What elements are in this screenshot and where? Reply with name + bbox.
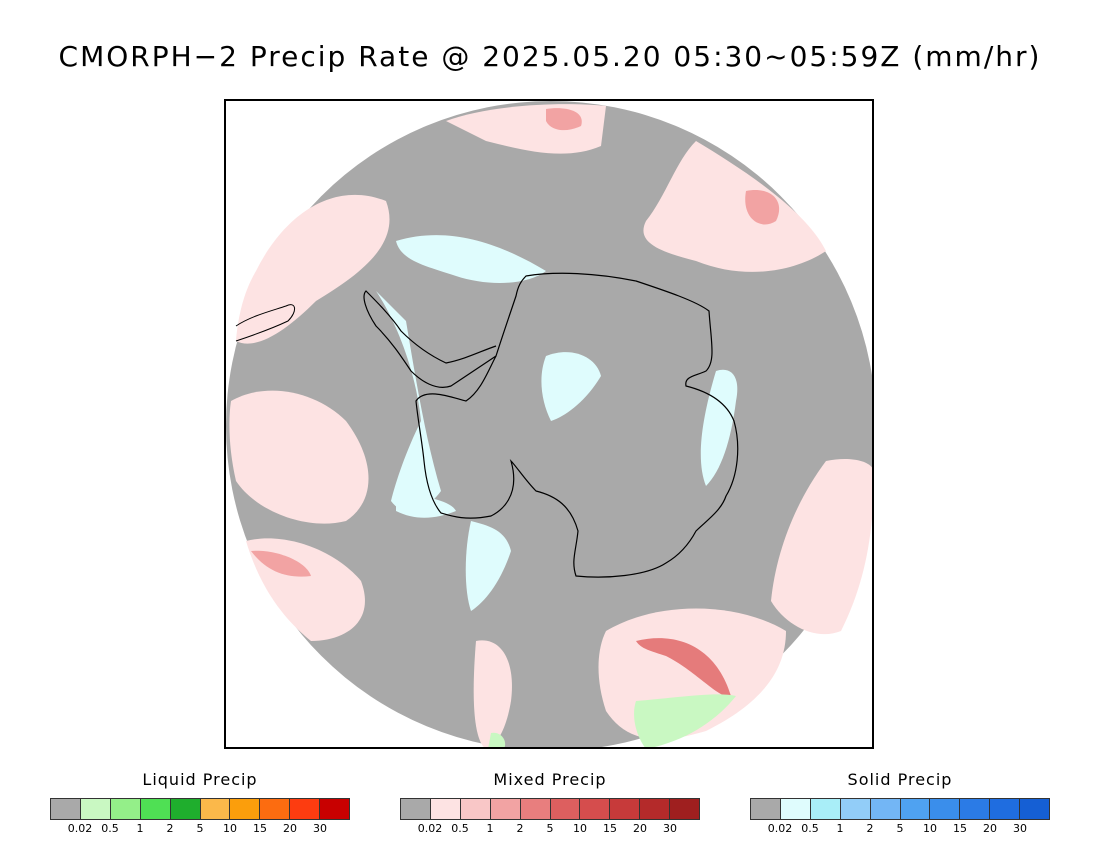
legend-swatch [260,799,291,819]
mixed-precip-area-south [473,640,512,747]
legend-swatch [870,799,901,819]
legend-swatch [670,799,700,819]
legend-swatch [550,799,581,819]
mixed-precip-area-southwest-peak [251,550,311,577]
polar-map [226,101,872,747]
legend-mixed: Mixed Precip 0.02 0.5 1 2 5 10 15 20 30 [400,770,700,838]
legend-swatch [200,799,231,819]
legend-swatch [430,799,461,819]
solid-precip-area-north [396,235,546,283]
map-panel [224,99,874,749]
legend-tick-label: 15 [603,822,617,835]
legend-tick-label: 0.5 [451,822,469,835]
mixed-precip-area-northeast-peak [745,190,780,225]
antarctica-coastline [415,272,739,578]
legend-tick-label: 1 [486,822,494,835]
mixed-precip-area-east [771,459,872,635]
legend-swatch [1020,799,1050,819]
legend-tick-label: 5 [546,822,554,835]
legend-tick-label: 15 [953,822,967,835]
solid-precip-area-interior [541,352,601,421]
legend-bar-solid [750,798,1050,820]
legend-swatch [51,799,81,819]
legend-tick-label: 5 [896,822,904,835]
legend-tick-label: 10 [923,822,937,835]
legend-tick-label: 0.02 [417,822,443,835]
solid-precip-area-west-coast [376,291,441,512]
legend-swatch [230,799,261,819]
legend-swatch [320,799,350,819]
legend-swatch [580,799,611,819]
mixed-precip-area-northeast [643,141,826,272]
legend-swatch [930,799,961,819]
legend-tick-label: 10 [223,822,237,835]
legend-title-solid: Solid Precip [847,770,953,789]
legend-tick-label: 15 [253,822,267,835]
legend-tick-label: 1 [836,822,844,835]
legend-swatch [610,799,641,819]
solid-precip-area-east-coast [700,369,738,486]
legend-swatch [80,799,111,819]
legend-tick-label: 0.5 [801,822,819,835]
legend-swatch [490,799,521,819]
legend-ticks-liquid: 0.02 0.5 1 2 5 10 15 20 30 [50,822,350,838]
legend-tick-label: 0.5 [101,822,119,835]
solid-precip-area-south [465,521,511,611]
legend-tick-label: 20 [983,822,997,835]
south-america-tip [235,304,295,342]
legend-swatch [170,799,201,819]
legend-solid: Solid Precip 0.02 0.5 1 2 5 10 15 20 30 [750,770,1050,838]
legend-swatch [960,799,991,819]
legend-tick-label: 20 [633,822,647,835]
legend-swatch [140,799,171,819]
legend-swatch [460,799,491,819]
legend-swatch [780,799,811,819]
legend-ticks-solid: 0.02 0.5 1 2 5 10 15 20 30 [750,822,1050,838]
legend-tick-label: 0.02 [67,822,93,835]
legend-swatch [810,799,841,819]
legend-liquid: Liquid Precip 0.02 0.5 1 2 5 10 15 20 30 [50,770,350,838]
legend-tick-label: 2 [866,822,874,835]
legend-tick-label: 2 [516,822,524,835]
legend-ticks-mixed: 0.02 0.5 1 2 5 10 15 20 30 [400,822,700,838]
legend-tick-label: 30 [1013,822,1027,835]
legend-swatch [990,799,1021,819]
legend-tick-label: 30 [663,822,677,835]
legend-bar-liquid [50,798,350,820]
mixed-precip-area-north-peak [546,108,582,131]
legend-tick-label: 5 [196,822,204,835]
legend-swatch [290,799,321,819]
legend-tick-label: 20 [283,822,297,835]
legend-tick-label: 1 [136,822,144,835]
legend-tick-label: 2 [166,822,174,835]
legend-swatch [840,799,871,819]
mixed-precip-area-southeast-peak [636,638,731,697]
legend-swatch [401,799,431,819]
mixed-precip-area-west [236,194,390,344]
legend-title-mixed: Mixed Precip [493,770,607,789]
liquid-precip-area-south-2 [488,732,506,747]
chart-title: CMORPH−2 Precip Rate @ 2025.05.20 05:30~… [58,40,1042,73]
legend-swatch [640,799,671,819]
antarctic-peninsula [363,290,497,388]
legend-tick-label: 30 [313,822,327,835]
legend-bar-mixed [400,798,700,820]
legend-swatch [900,799,931,819]
mixed-precip-area-southwest-1 [229,390,369,524]
liquid-precip-area-south [634,694,736,747]
legend-swatch [520,799,551,819]
solid-precip-area-southwest [396,491,456,518]
legend-swatch [751,799,781,819]
legend-swatch [110,799,141,819]
legend-tick-label: 10 [573,822,587,835]
legend-title-liquid: Liquid Precip [142,770,258,789]
legend-tick-label: 0.02 [767,822,793,835]
